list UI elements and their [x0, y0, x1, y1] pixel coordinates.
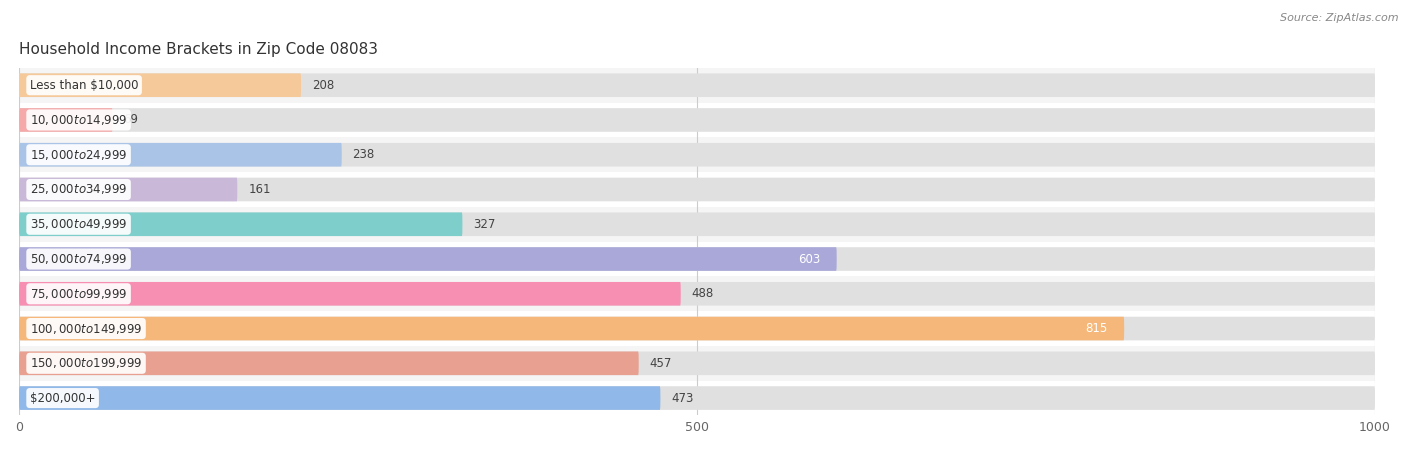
Text: $35,000 to $49,999: $35,000 to $49,999: [30, 217, 128, 231]
FancyBboxPatch shape: [20, 108, 1375, 132]
Text: $25,000 to $34,999: $25,000 to $34,999: [30, 182, 128, 197]
Text: 473: 473: [671, 392, 693, 405]
Text: 488: 488: [692, 287, 714, 300]
Bar: [20, 68, 1375, 102]
FancyBboxPatch shape: [20, 247, 1375, 271]
FancyBboxPatch shape: [20, 282, 681, 306]
Text: 457: 457: [650, 357, 672, 370]
Text: Less than $10,000: Less than $10,000: [30, 79, 138, 92]
FancyBboxPatch shape: [20, 143, 342, 167]
FancyBboxPatch shape: [20, 317, 1375, 340]
Bar: [20, 207, 1375, 242]
Text: $75,000 to $99,999: $75,000 to $99,999: [30, 287, 128, 301]
Bar: [20, 242, 1375, 277]
Text: 327: 327: [474, 218, 496, 231]
Bar: [20, 172, 1375, 207]
FancyBboxPatch shape: [20, 247, 837, 271]
FancyBboxPatch shape: [20, 178, 1375, 201]
Text: 208: 208: [312, 79, 335, 92]
FancyBboxPatch shape: [20, 282, 1375, 306]
Text: 238: 238: [353, 148, 375, 161]
Text: $50,000 to $74,999: $50,000 to $74,999: [30, 252, 128, 266]
Text: 815: 815: [1085, 322, 1108, 335]
Text: $100,000 to $149,999: $100,000 to $149,999: [30, 321, 142, 335]
FancyBboxPatch shape: [20, 386, 661, 410]
Text: $15,000 to $24,999: $15,000 to $24,999: [30, 148, 128, 162]
Text: Source: ZipAtlas.com: Source: ZipAtlas.com: [1281, 13, 1399, 23]
Text: $10,000 to $14,999: $10,000 to $14,999: [30, 113, 128, 127]
FancyBboxPatch shape: [20, 317, 1125, 340]
FancyBboxPatch shape: [20, 73, 301, 97]
FancyBboxPatch shape: [20, 143, 1375, 167]
FancyBboxPatch shape: [20, 212, 463, 236]
Bar: [20, 381, 1375, 415]
FancyBboxPatch shape: [20, 212, 1375, 236]
Bar: [20, 277, 1375, 311]
Bar: [20, 346, 1375, 381]
FancyBboxPatch shape: [20, 386, 1375, 410]
Text: 69: 69: [124, 114, 138, 127]
Text: 603: 603: [799, 252, 821, 265]
Text: Household Income Brackets in Zip Code 08083: Household Income Brackets in Zip Code 08…: [20, 42, 378, 57]
FancyBboxPatch shape: [20, 108, 112, 132]
Bar: [20, 102, 1375, 137]
FancyBboxPatch shape: [20, 178, 238, 201]
Text: 161: 161: [249, 183, 271, 196]
FancyBboxPatch shape: [20, 352, 638, 375]
Bar: [20, 311, 1375, 346]
Text: $150,000 to $199,999: $150,000 to $199,999: [30, 357, 142, 370]
Bar: [20, 137, 1375, 172]
Text: $200,000+: $200,000+: [30, 392, 96, 405]
FancyBboxPatch shape: [20, 73, 1375, 97]
FancyBboxPatch shape: [20, 352, 1375, 375]
